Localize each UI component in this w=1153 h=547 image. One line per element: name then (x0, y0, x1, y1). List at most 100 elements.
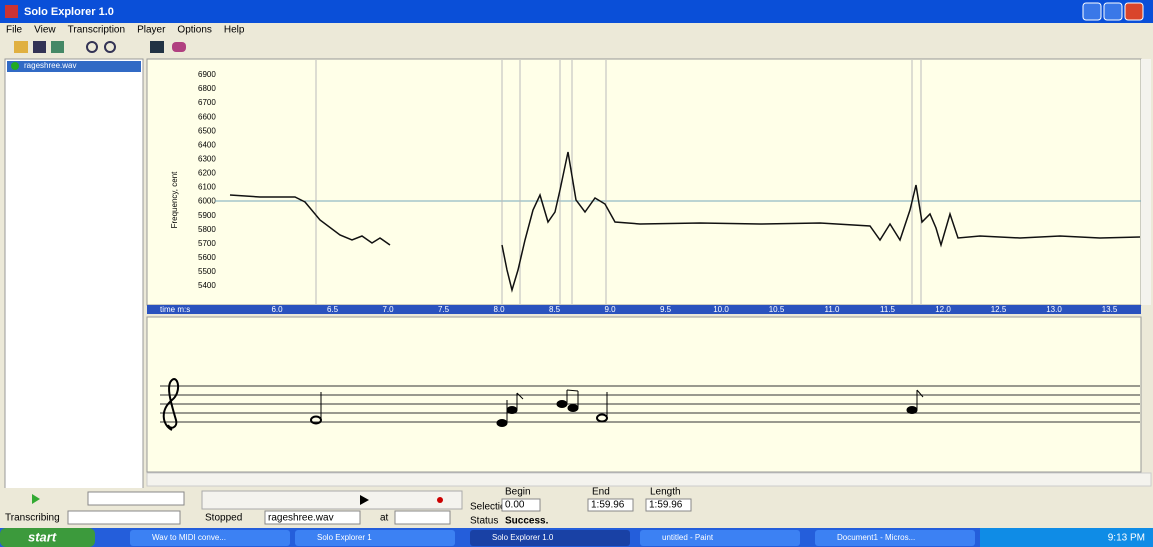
file-list (4, 58, 144, 490)
y-tick-label: 6900 (198, 70, 216, 79)
menu-item[interactable]: View (34, 25, 56, 36)
title-bar (0, 0, 1153, 23)
player-buttons[interactable] (201, 490, 463, 510)
time-tick-label: 13.5 (1102, 305, 1118, 314)
begin-value: 0.00 (505, 500, 525, 511)
control-panel (0, 488, 1153, 528)
start-button[interactable] (0, 528, 95, 547)
y-tick-label: 6700 (198, 98, 216, 107)
erase-icon[interactable] (172, 42, 186, 52)
time-tick-label: 6.0 (271, 305, 283, 314)
save-icon[interactable] (33, 41, 46, 53)
y-tick-label: 6600 (198, 112, 216, 121)
zoom-in-icon[interactable] (86, 41, 98, 53)
length-label: Length (650, 487, 681, 498)
menu-item[interactable]: Transcription (68, 25, 125, 36)
y-tick-label: 5400 (198, 281, 216, 290)
time-tick-label: 11.5 (880, 305, 896, 314)
y-tick-label: 5900 (198, 211, 216, 220)
at-label: at (380, 513, 389, 524)
file-icon (11, 62, 19, 70)
level-meter (87, 491, 185, 506)
task-button[interactable] (640, 530, 800, 546)
transcribe-button[interactable] (32, 494, 40, 504)
file-name[interactable]: rageshree.wav (24, 61, 76, 70)
time-axis-label: time m:s (160, 305, 190, 314)
task-button[interactable] (470, 530, 630, 546)
task-label: Document1 - Micros... (837, 533, 915, 542)
time-tick-label: 10.0 (713, 305, 729, 314)
h-scrollbar[interactable] (146, 472, 1152, 487)
time-tick-label: 8.0 (493, 305, 505, 314)
menu-item[interactable]: File (6, 25, 23, 36)
task-button[interactable] (130, 530, 290, 546)
segment-markers (315, 60, 922, 304)
window-title: Solo Explorer 1.0 (24, 6, 114, 18)
staff (160, 385, 1140, 423)
pitch-view (146, 58, 1142, 306)
y-tick-label: 5500 (198, 267, 216, 276)
end-value: 1:59.96 (591, 500, 625, 511)
y-tick-label: 6800 (198, 84, 216, 93)
status-label: Status (470, 516, 498, 527)
clock: 9:13 PM (1108, 533, 1145, 544)
v-scrollbar[interactable] (1141, 59, 1151, 305)
time-axis (147, 305, 1141, 314)
task-label: untitled - Paint (662, 533, 714, 542)
maximize-button[interactable] (1103, 2, 1123, 21)
pitch-curve (229, 151, 1141, 293)
file-item[interactable] (7, 61, 141, 72)
begin-box (501, 498, 541, 512)
zoom-out-icon[interactable] (104, 41, 116, 53)
task-label: Wav to MIDI conve... (152, 533, 226, 542)
y-tick-label: 6300 (198, 155, 216, 164)
time-tick-label: 6.5 (327, 305, 339, 314)
rec-button[interactable] (437, 497, 443, 503)
length-box (645, 498, 692, 512)
y-axis-label: Frequency, cent (170, 171, 179, 229)
play-button[interactable] (360, 495, 369, 505)
close-button[interactable] (1124, 2, 1144, 21)
notes (310, 389, 924, 427)
time-tick-label: 12.0 (935, 305, 951, 314)
begin-label: Begin (505, 487, 531, 498)
progress-box (67, 510, 181, 525)
end-label: End (592, 487, 610, 498)
time-tick-label: 9.0 (604, 305, 616, 314)
selection-label: Selection (470, 502, 511, 513)
player-file: rageshree.wav (268, 513, 334, 524)
player-status: Stopped (205, 513, 242, 524)
transcribing-label: Transcribing (5, 513, 60, 524)
time-tick-label: 12.5 (991, 305, 1007, 314)
y-tick-label: 6200 (198, 169, 216, 178)
menu-item[interactable]: Player (137, 25, 166, 36)
status-value: Success. (505, 516, 549, 527)
task-button[interactable] (815, 530, 975, 546)
y-tick-label: 5700 (198, 239, 216, 248)
time-tick-label: 13.0 (1046, 305, 1062, 314)
time-tick-label: 11.0 (825, 305, 841, 314)
end-box (587, 498, 634, 512)
y-tick-label: 5600 (198, 253, 216, 262)
system-tray (980, 528, 1153, 547)
open-icon[interactable] (14, 41, 28, 53)
y-tick-label: 6100 (198, 183, 216, 192)
record-icon[interactable] (150, 41, 164, 53)
time-tick-label: 9.5 (660, 305, 672, 314)
app-icon (5, 5, 18, 18)
menu-item[interactable]: Options (177, 25, 211, 36)
start-label: start (28, 529, 57, 544)
menu-bar: File View Transcription Player Options Help (6, 25, 245, 36)
y-tick-label: 6500 (198, 126, 216, 135)
minimize-button[interactable] (1082, 2, 1102, 21)
time-tick-label: 8.5 (549, 305, 561, 314)
treble-clef (162, 378, 179, 431)
task-label: Solo Explorer 1.0 (492, 533, 554, 542)
task-button[interactable] (295, 530, 455, 546)
menu-item[interactable]: Help (224, 25, 245, 36)
time-tick-label: 7.0 (382, 305, 394, 314)
export-icon[interactable] (51, 41, 64, 53)
y-tick-label: 6400 (198, 140, 216, 149)
